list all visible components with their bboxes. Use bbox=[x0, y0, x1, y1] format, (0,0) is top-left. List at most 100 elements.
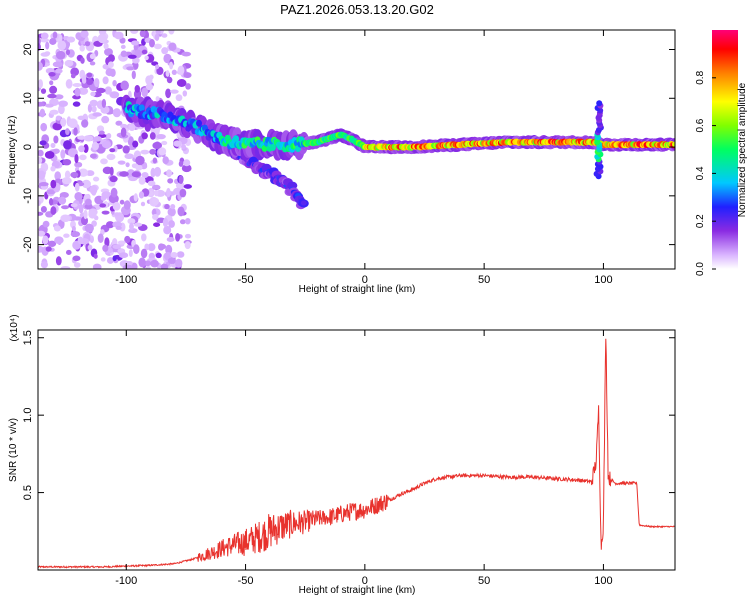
noise-blob bbox=[147, 243, 156, 252]
snr-x-tick-label: 100 bbox=[594, 575, 612, 587]
noise-blob bbox=[66, 36, 76, 43]
snr-x-ticks: -100 -50 0 50 100 bbox=[115, 330, 613, 587]
noise-blob bbox=[115, 225, 122, 230]
noise-blob bbox=[132, 57, 140, 64]
spectrogram-x-label: Height of straight line (km) bbox=[299, 284, 416, 295]
noise-blob bbox=[55, 115, 61, 121]
colorbar-gradient bbox=[712, 30, 738, 269]
noise-blob bbox=[109, 148, 116, 153]
noise-blob bbox=[128, 176, 138, 182]
noise-blob bbox=[89, 153, 97, 159]
noise-blob bbox=[79, 154, 87, 161]
noise-blob bbox=[40, 261, 48, 269]
noise-blob bbox=[74, 153, 79, 164]
noise-blob bbox=[38, 43, 41, 51]
noise-blob bbox=[106, 153, 116, 161]
snr-x-tick-label: 0 bbox=[362, 575, 368, 587]
noise-blob bbox=[112, 255, 117, 262]
noise-blob bbox=[55, 50, 66, 60]
noise-blob bbox=[166, 236, 175, 243]
noise-blob bbox=[89, 53, 96, 60]
noise-blob bbox=[183, 184, 193, 189]
noise-blob bbox=[59, 191, 69, 199]
noise-blob bbox=[104, 86, 112, 95]
noise-blob bbox=[49, 109, 59, 115]
noise-blob bbox=[178, 175, 184, 184]
noise-blob bbox=[50, 165, 56, 172]
noise-blob bbox=[168, 42, 177, 51]
noise-blob bbox=[179, 219, 186, 225]
noise-blob bbox=[166, 187, 171, 198]
noise-blob bbox=[152, 157, 158, 164]
noise-blob bbox=[102, 76, 109, 85]
noise-blob bbox=[60, 266, 71, 269]
noise-blob bbox=[38, 61, 43, 71]
snr-x-label: Height of straight line (km) bbox=[299, 585, 416, 596]
noise-blob bbox=[92, 112, 102, 117]
noise-blob bbox=[54, 68, 63, 74]
noise-blob bbox=[57, 40, 67, 51]
noise-blob bbox=[44, 51, 51, 56]
noise-blob bbox=[81, 119, 89, 128]
noise-blob bbox=[73, 127, 78, 136]
noise-blob bbox=[62, 158, 72, 166]
noise-blob bbox=[38, 170, 46, 180]
noise-blob bbox=[52, 148, 60, 154]
noise-blob bbox=[91, 105, 97, 113]
noise-blob bbox=[75, 32, 82, 40]
noise-blob bbox=[131, 40, 140, 46]
noise-blob bbox=[64, 59, 74, 67]
noise-blob bbox=[155, 64, 160, 70]
noise-blob bbox=[45, 41, 50, 50]
noise-blob bbox=[177, 206, 185, 217]
noise-blob bbox=[83, 144, 89, 153]
noise-blob bbox=[92, 176, 100, 182]
noise-blob bbox=[181, 144, 186, 150]
noise-blob bbox=[40, 206, 47, 213]
noise-blob bbox=[60, 214, 71, 223]
spectrogram-x-tick-label: 0 bbox=[362, 274, 368, 286]
noise-blob bbox=[50, 142, 56, 148]
snr-x-tick-label: -50 bbox=[238, 575, 254, 587]
noise-blob bbox=[58, 196, 67, 205]
noise-blob bbox=[102, 244, 109, 252]
noise-blob bbox=[141, 132, 148, 140]
noise-blob bbox=[38, 79, 43, 89]
noise-blob bbox=[120, 80, 129, 91]
noise-blob bbox=[106, 257, 114, 264]
noise-blob bbox=[87, 244, 93, 251]
snr-x-tick-label: -100 bbox=[115, 575, 137, 587]
ridge-core bbox=[270, 143, 276, 151]
noise-blob bbox=[153, 166, 162, 177]
noise-blob bbox=[145, 75, 153, 86]
noise-blob bbox=[70, 73, 76, 79]
figure-title: PAZ1.2026.053.13.20.G02 bbox=[280, 2, 434, 17]
noise-blob bbox=[131, 171, 141, 178]
noise-blob bbox=[68, 118, 78, 129]
colorbar-tick-label: 0.0 bbox=[695, 262, 706, 276]
noise-blob bbox=[72, 255, 81, 262]
noise-blob bbox=[90, 91, 96, 97]
noise-blob bbox=[109, 166, 114, 176]
noise-blob bbox=[167, 178, 174, 184]
snr-y-tick-label: 1.5 bbox=[22, 330, 34, 345]
noise-blob bbox=[129, 222, 134, 231]
noise-blob bbox=[133, 244, 140, 255]
noise-blob bbox=[115, 120, 123, 126]
colorbar: 0.0 0.2 0.4 0.6 0.8 Normalized spectral ampl… bbox=[695, 30, 748, 276]
noise-blob bbox=[38, 149, 44, 157]
noise-blob bbox=[112, 79, 117, 87]
noise-blob bbox=[178, 160, 184, 167]
noise-blob bbox=[161, 47, 169, 55]
noise-blob bbox=[184, 241, 191, 250]
noise-blob bbox=[175, 181, 185, 190]
noise-blob bbox=[170, 252, 178, 258]
noise-blob bbox=[184, 233, 192, 239]
noise-blob bbox=[39, 140, 47, 146]
noise-blob bbox=[166, 169, 172, 178]
noise-blob bbox=[113, 212, 121, 217]
noise-blob bbox=[184, 217, 191, 225]
noise-blob bbox=[171, 69, 177, 76]
noise-blob bbox=[135, 164, 143, 171]
noise-blob bbox=[155, 252, 162, 259]
